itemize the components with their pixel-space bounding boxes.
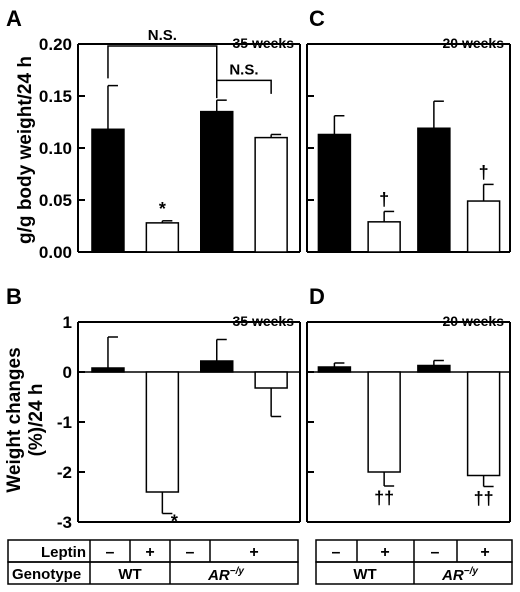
panel-title: 35 weeks <box>233 35 295 51</box>
genotype-ar-name: AR <box>207 567 230 584</box>
bar <box>317 133 352 253</box>
y-tick-label: 0.15 <box>39 87 72 106</box>
bar <box>254 136 288 253</box>
significance-marker: †† <box>374 488 394 508</box>
y-axis-label-top: g/g body weight/24 h <box>15 56 36 244</box>
significance-marker: * <box>159 199 166 219</box>
y-axis-label-bottom-line2: (%)/24 h <box>26 384 47 457</box>
genotype-ar: AR−/y <box>441 566 478 584</box>
panel-title: 35 weeks <box>233 313 295 329</box>
leptin-cell: – <box>431 544 440 561</box>
significance-marker: †† <box>474 489 494 509</box>
condition-table-right: – + – + WT AR−/y <box>315 539 513 585</box>
panel-b: 1 0 -1 -2 -3 B 35 weeks * <box>6 284 301 532</box>
bar <box>200 110 234 253</box>
leptin-row-label: Leptin <box>41 544 86 561</box>
panel-c: C 20 weeks † † <box>306 6 511 253</box>
genotype-ar-superscript: −/y <box>230 566 245 577</box>
y-tick-label: 0.10 <box>39 139 72 158</box>
panel-letter: C <box>309 6 325 31</box>
leptin-cell: + <box>480 544 489 561</box>
genotype-ar: AR−/y <box>207 566 244 584</box>
bracket-label: N.S. <box>229 61 258 78</box>
significance-bracket <box>216 79 272 99</box>
bar <box>200 360 234 373</box>
panel-d: D 20 weeks †† †† <box>306 284 511 523</box>
bar <box>91 128 125 253</box>
leptin-cell: – <box>332 544 341 561</box>
leptin-cell: + <box>249 544 258 561</box>
genotype-wt: WT <box>118 566 141 583</box>
panel-title: 20 weeks <box>443 35 505 51</box>
genotype-ar-superscript: −/y <box>464 566 479 577</box>
bar <box>367 371 401 473</box>
panel-title: 20 weeks <box>443 313 505 329</box>
significance-marker: * <box>171 512 178 532</box>
bar <box>367 221 401 253</box>
y-tick-label: 0 <box>63 363 72 382</box>
bar <box>317 366 352 373</box>
bar <box>91 367 125 373</box>
leptin-cell: – <box>186 544 195 561</box>
y-tick-label: -2 <box>57 463 72 482</box>
y-tick-label: -1 <box>57 413 72 432</box>
y-tick-label: 0.00 <box>39 243 72 262</box>
y-tick-label: 1 <box>63 313 72 332</box>
leptin-cell: + <box>380 544 389 561</box>
significance-marker: † <box>379 189 389 209</box>
chart-panels: 0.00 0.05 0.10 0.15 0.20 A 35 weeks * N.S. N.S. C 2… <box>6 6 511 532</box>
y-axis-label-bottom-line1: Weight changes <box>4 347 25 492</box>
panel-letter: B <box>6 284 22 309</box>
bar <box>254 371 288 389</box>
condition-table-left: Leptin Genotype – + – + WT AR−/y <box>7 539 299 585</box>
bar <box>417 127 451 253</box>
y-tick-label: 0.05 <box>39 191 72 210</box>
significance-bracket <box>107 45 218 96</box>
significance-marker: † <box>479 162 489 182</box>
leptin-cell: – <box>106 544 115 561</box>
panel-letter: A <box>6 6 22 31</box>
y-tick-label: -3 <box>57 513 72 532</box>
bar <box>466 371 501 477</box>
bar <box>466 200 501 253</box>
bar <box>145 371 180 493</box>
bracket-label: N.S. <box>148 27 177 44</box>
bar <box>145 222 180 253</box>
panel-a: 0.00 0.05 0.10 0.15 0.20 A 35 weeks * N.S. N.S. <box>6 6 301 262</box>
panel-letter: D <box>309 284 325 309</box>
genotype-wt: WT <box>353 566 376 583</box>
genotype-row-label: Genotype <box>12 566 81 583</box>
bar <box>417 364 451 373</box>
leptin-cell: + <box>145 544 154 561</box>
genotype-ar-name: AR <box>441 567 464 584</box>
y-tick-label: 0.20 <box>39 35 72 54</box>
